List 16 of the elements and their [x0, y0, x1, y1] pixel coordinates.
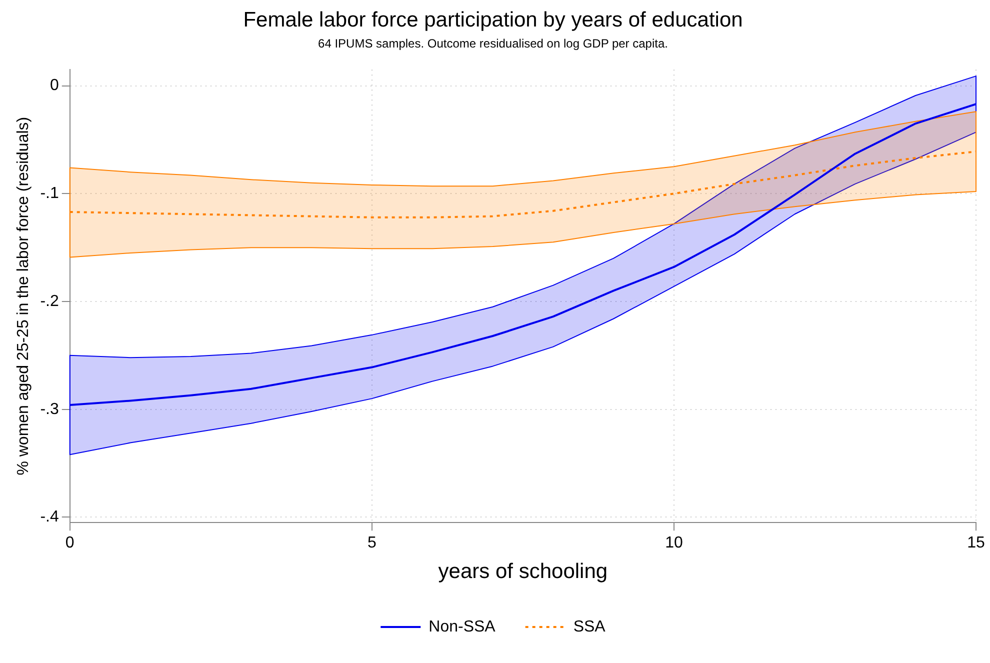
legend-label: Non-SSA	[428, 618, 496, 636]
y-tick-label: -.3	[40, 400, 59, 418]
x-tick-label: 0	[65, 534, 74, 552]
x-tick-label: 15	[967, 534, 985, 552]
chart-subtitle: 64 IPUMS samples. Outcome residualised on log GDP per capita.	[318, 36, 668, 51]
y-tick-label: -.2	[40, 292, 59, 310]
y-tick-label: -.1	[40, 185, 59, 202]
x-tick-label: 5	[367, 534, 376, 552]
y-tick-label: 0	[50, 77, 59, 94]
x-tick-label: 10	[665, 534, 683, 552]
y-axis-title: % women aged 25-25 in the labor force (residuals)	[15, 116, 32, 476]
chart-title: Female labor force participation by years of education	[243, 8, 743, 32]
line-series	[70, 150, 976, 218]
x-axis-title: years of schooling	[438, 560, 608, 584]
legend-label: SSA	[573, 618, 606, 636]
y-tick-label: -.4	[40, 508, 59, 526]
